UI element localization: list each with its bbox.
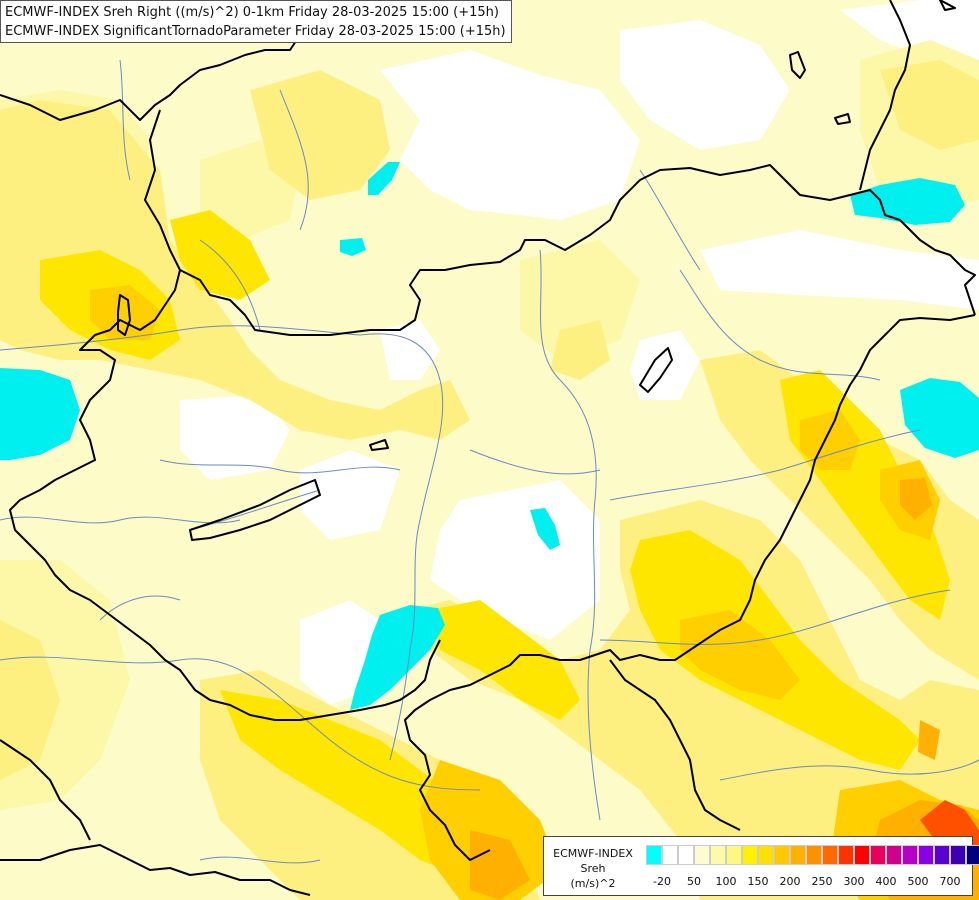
legend-swatch-13	[854, 845, 870, 865]
title-line-sreh: ECMWF-INDEX Sreh Right ((m/s)^2) 0-1km F…	[5, 5, 499, 20]
legend-tick-0: -20	[653, 875, 671, 888]
legend-swatch-1	[662, 845, 678, 865]
legend-color-scale	[646, 845, 979, 865]
map-title-box: ECMWF-INDEX Sreh Right ((m/s)^2) 0-1km F…	[0, 0, 512, 43]
legend-tick-3: 150	[747, 875, 769, 888]
legend-tick-1: 50	[687, 875, 701, 888]
legend-tick-8: 500	[907, 875, 929, 888]
legend-tick-5: 250	[811, 875, 833, 888]
legend-swatch-19	[950, 845, 966, 865]
legend-swatch-4	[710, 845, 726, 865]
field-cyan-areas	[0, 162, 979, 710]
legend-swatch-10	[806, 845, 822, 865]
legend-tick-7: 400	[875, 875, 897, 888]
legend-swatch-12	[838, 845, 854, 865]
legend-swatch-16	[902, 845, 918, 865]
legend-swatch-15	[886, 845, 902, 865]
legend-tick-4: 200	[779, 875, 801, 888]
legend-variable: Sreh	[580, 862, 606, 875]
legend-tick-2: 100	[715, 875, 737, 888]
title-line-stp: ECMWF-INDEX SignificantTornadoParameter …	[5, 24, 506, 39]
color-legend: ECMWF-INDEX Sreh (m/s)^2 -20 50 100 150 200 2…	[543, 836, 979, 896]
legend-swatch-17	[918, 845, 934, 865]
legend-swatch-14	[870, 845, 886, 865]
legend-title: ECMWF-INDEX	[553, 847, 633, 860]
legend-swatch-9	[790, 845, 806, 865]
legend-swatch-20	[966, 845, 979, 865]
legend-swatch-6	[742, 845, 758, 865]
legend-swatch-8	[774, 845, 790, 865]
legend-swatch-18	[934, 845, 950, 865]
legend-swatch-3	[694, 845, 710, 865]
legend-tick-6: 300	[843, 875, 865, 888]
rivers-lakes	[0, 59, 979, 864]
legend-swatch-5	[726, 845, 742, 865]
legend-tick-9: 700	[939, 875, 961, 888]
legend-swatch-2	[678, 845, 694, 865]
legend-swatch-0	[646, 845, 662, 865]
legend-tick-labels: -20 50 100 150 200 250 300 400 500 700	[646, 875, 966, 889]
legend-unit: (m/s)^2	[570, 877, 616, 890]
legend-swatch-11	[822, 845, 838, 865]
field-white-areas	[180, 0, 979, 705]
legend-swatch-7	[758, 845, 774, 865]
